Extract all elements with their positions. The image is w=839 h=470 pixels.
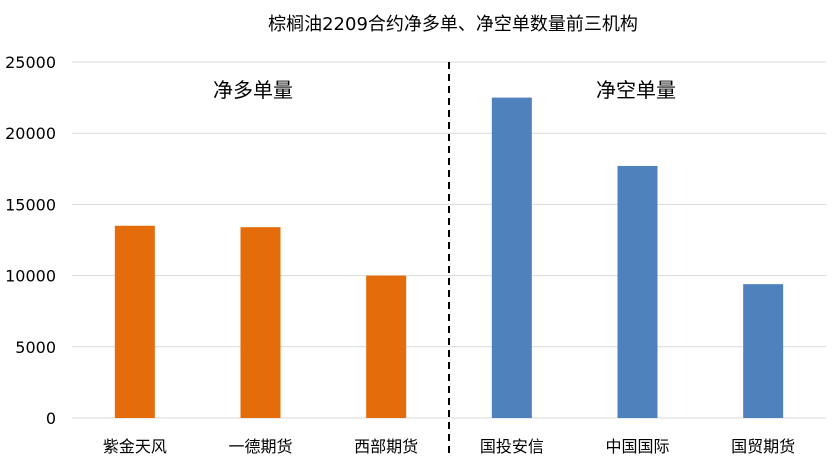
y-tick-label: 0 xyxy=(46,409,56,428)
x-axis-ticks: 紫金天风 一德期货 西部期货 国投安信 中国国际 国贸期货 xyxy=(103,437,795,456)
bar-4 xyxy=(491,97,532,418)
chart-title: 棕榈油2209合约净多单、净空单数量前三机构 xyxy=(268,14,638,35)
x-tick-label: 国贸期货 xyxy=(731,437,795,456)
y-tick-label: 15000 xyxy=(5,195,56,214)
group-label-short: 净空单量 xyxy=(596,78,676,102)
bars xyxy=(114,97,784,418)
y-axis-ticks: 0 5000 10000 15000 20000 25000 xyxy=(5,53,56,428)
x-tick-label: 西部期货 xyxy=(354,437,418,456)
y-tick-label: 25000 xyxy=(5,53,56,72)
y-tick-label: 5000 xyxy=(15,338,56,357)
bar-2 xyxy=(240,227,281,418)
x-tick-label: 国投安信 xyxy=(480,437,544,456)
x-tick-label: 中国国际 xyxy=(605,437,669,456)
y-tick-label: 20000 xyxy=(5,124,56,143)
bar-6 xyxy=(743,284,784,418)
x-tick-label: 紫金天风 xyxy=(103,437,167,456)
group-label-long: 净多单量 xyxy=(213,78,293,102)
y-tick-label: 10000 xyxy=(5,267,56,286)
bar-3 xyxy=(366,275,407,418)
bar-1 xyxy=(114,225,155,418)
x-tick-label: 一德期货 xyxy=(228,437,292,456)
bar-5 xyxy=(617,165,658,418)
